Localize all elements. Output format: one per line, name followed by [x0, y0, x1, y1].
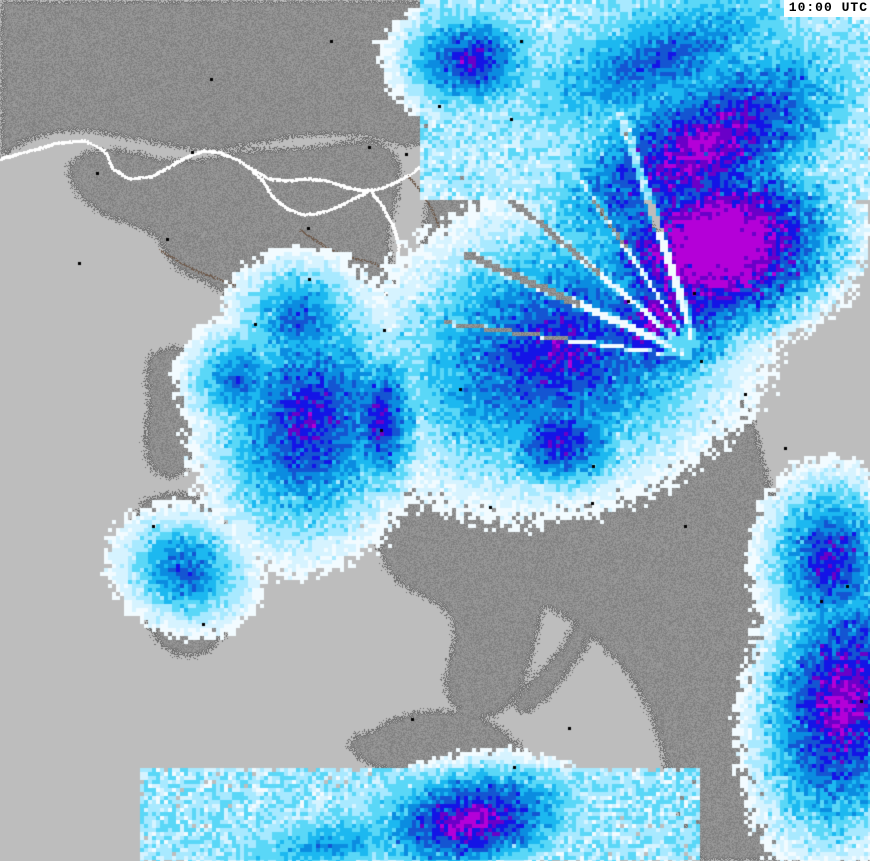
timestamp-label: 10:00 UTC — [783, 0, 870, 17]
